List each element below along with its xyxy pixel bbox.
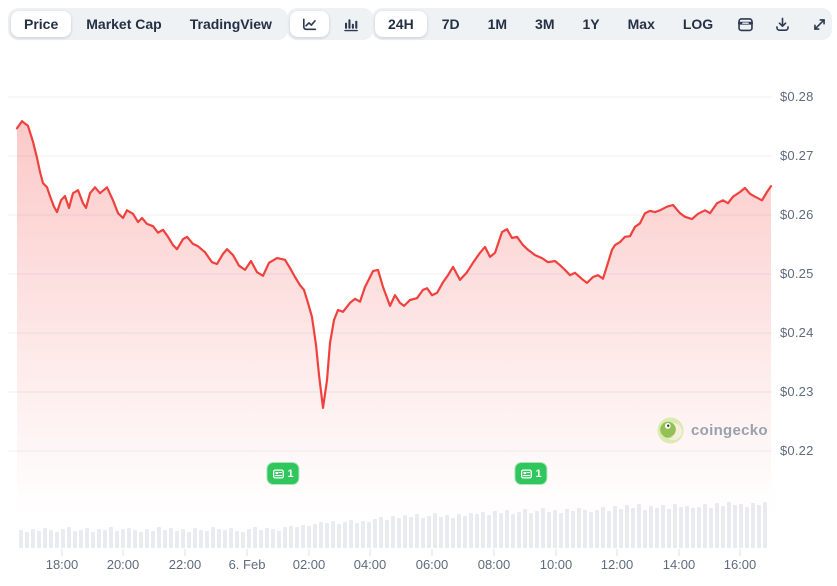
line-chart-icon <box>302 17 317 30</box>
calendar-icon <box>738 17 754 31</box>
date-range-button[interactable] <box>728 11 763 37</box>
tab-market-cap[interactable]: Market Cap <box>73 11 174 37</box>
bar-chart-icon <box>344 18 358 31</box>
range-24h[interactable]: 24H <box>375 11 427 37</box>
x-axis-label: 08:00 <box>477 557 511 572</box>
metric-tabs: Price Market Cap TradingView <box>8 8 288 40</box>
y-axis-label: $0.27 <box>780 148 814 163</box>
range-7d[interactable]: 7D <box>429 11 473 37</box>
news-count: 1 <box>287 467 294 480</box>
y-axis-label: $0.28 <box>780 89 814 104</box>
log-scale-toggle[interactable]: LOG <box>670 11 726 37</box>
news-icon <box>520 468 532 479</box>
x-axis-label: 20:00 <box>106 557 140 572</box>
tab-tradingview[interactable]: TradingView <box>177 11 285 37</box>
candlestick-chart-button[interactable] <box>331 11 370 37</box>
x-axis-label: 16:00 <box>723 557 757 572</box>
news-marker-badge[interactable]: 1 <box>515 463 547 484</box>
x-axis-label: 14:00 <box>662 557 696 572</box>
area-fill <box>17 121 771 512</box>
range-1y[interactable]: 1Y <box>570 11 613 37</box>
volume-bars <box>19 502 767 548</box>
y-axis-label: $0.23 <box>780 384 814 399</box>
x-axis-label: 02:00 <box>292 557 326 572</box>
y-axis-label: $0.26 <box>780 207 814 222</box>
y-axis-label: $0.24 <box>780 325 814 340</box>
range-3m[interactable]: 3M <box>522 11 567 37</box>
y-axis-label: $0.22 <box>780 443 814 458</box>
tab-price[interactable]: Price <box>11 11 72 37</box>
x-axis-label: 18:00 <box>45 557 79 572</box>
download-icon <box>776 17 790 31</box>
line-chart-button[interactable] <box>290 11 329 37</box>
range-1m[interactable]: 1M <box>475 11 520 37</box>
news-count: 1 <box>535 467 542 480</box>
expand-icon <box>814 18 826 30</box>
y-axis-label: $0.25 <box>780 266 814 281</box>
x-axis-label: 22:00 <box>168 557 202 572</box>
x-axis-label: 06:00 <box>415 557 449 572</box>
x-axis-label: 10:00 <box>539 557 573 572</box>
coingecko-logo-icon <box>657 417 684 444</box>
price-line <box>15 120 773 409</box>
fullscreen-button[interactable] <box>802 11 837 37</box>
x-axis-label: 04:00 <box>353 557 387 572</box>
watermark-text: coingecko <box>691 422 768 439</box>
time-range-switch: 24H 7D 1M 3M 1Y Max LOG <box>372 8 832 40</box>
download-button[interactable] <box>765 11 800 37</box>
coingecko-watermark: coingecko <box>657 417 768 444</box>
chart-type-switch <box>287 8 373 40</box>
news-marker-badge[interactable]: 1 <box>267 463 299 484</box>
x-axis-label: 12:00 <box>600 557 634 572</box>
x-axis-label: 6. Feb <box>228 557 266 572</box>
news-icon <box>272 468 284 479</box>
x-ticks <box>61 549 741 556</box>
range-max[interactable]: Max <box>615 11 668 37</box>
